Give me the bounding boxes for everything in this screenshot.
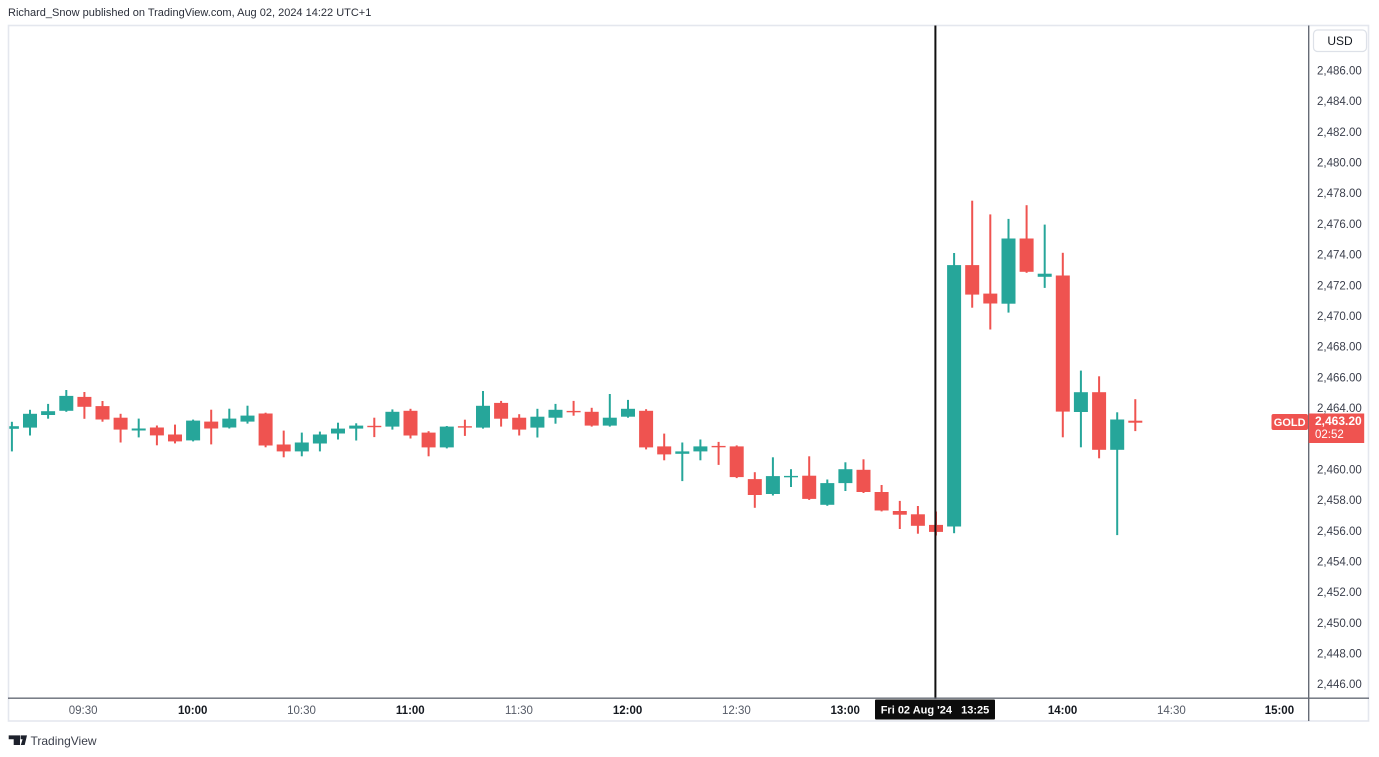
svg-text:2,470.00: 2,470.00	[1317, 311, 1362, 323]
svg-text:2,454.00: 2,454.00	[1317, 557, 1362, 569]
svg-text:USD: USD	[1327, 34, 1353, 48]
svg-text:2,463.20: 2,463.20	[1315, 414, 1362, 428]
svg-text:11:30: 11:30	[505, 705, 533, 717]
svg-text:2,460.00: 2,460.00	[1317, 464, 1362, 476]
svg-text:2,466.00: 2,466.00	[1317, 372, 1362, 384]
svg-text:TradingView: TradingView	[31, 734, 97, 748]
svg-text:14:00: 14:00	[1048, 705, 1077, 717]
svg-text:2,474.00: 2,474.00	[1317, 250, 1362, 262]
svg-text:14:30: 14:30	[1157, 705, 1186, 717]
svg-text:2,452.00: 2,452.00	[1317, 587, 1362, 599]
svg-text:12:00: 12:00	[613, 705, 642, 717]
svg-text:2,448.00: 2,448.00	[1317, 649, 1362, 661]
svg-text:Fri 02 Aug '24 13:25: Fri 02 Aug '24 13:25	[881, 705, 990, 717]
svg-text:02:52: 02:52	[1315, 429, 1344, 441]
svg-text:2,482.00: 2,482.00	[1317, 127, 1362, 139]
svg-text:2,478.00: 2,478.00	[1317, 188, 1362, 200]
svg-text:2,476.00: 2,476.00	[1317, 219, 1362, 231]
svg-text:10:00: 10:00	[178, 705, 207, 717]
svg-text:2,484.00: 2,484.00	[1317, 96, 1362, 108]
svg-text:15:00: 15:00	[1265, 705, 1294, 717]
svg-text:2,464.00: 2,464.00	[1317, 403, 1362, 415]
svg-text:09:30: 09:30	[69, 705, 98, 717]
svg-text:12:30: 12:30	[722, 705, 751, 717]
svg-text:2,486.00: 2,486.00	[1317, 66, 1362, 78]
svg-text:2,456.00: 2,456.00	[1317, 526, 1362, 538]
svg-text:2,446.00: 2,446.00	[1317, 679, 1362, 691]
svg-text:10:30: 10:30	[287, 705, 316, 717]
svg-text:2,450.00: 2,450.00	[1317, 618, 1362, 630]
svg-text:2,458.00: 2,458.00	[1317, 495, 1362, 507]
svg-text:2,468.00: 2,468.00	[1317, 342, 1362, 354]
svg-text:13:00: 13:00	[830, 705, 859, 717]
svg-text:11:00: 11:00	[396, 705, 425, 717]
svg-text:2,480.00: 2,480.00	[1317, 158, 1362, 170]
svg-text:2,472.00: 2,472.00	[1317, 280, 1362, 292]
svg-text:Richard_Snow published on Trad: Richard_Snow published on TradingView.co…	[8, 7, 371, 19]
svg-text:GOLD: GOLD	[1274, 417, 1306, 429]
